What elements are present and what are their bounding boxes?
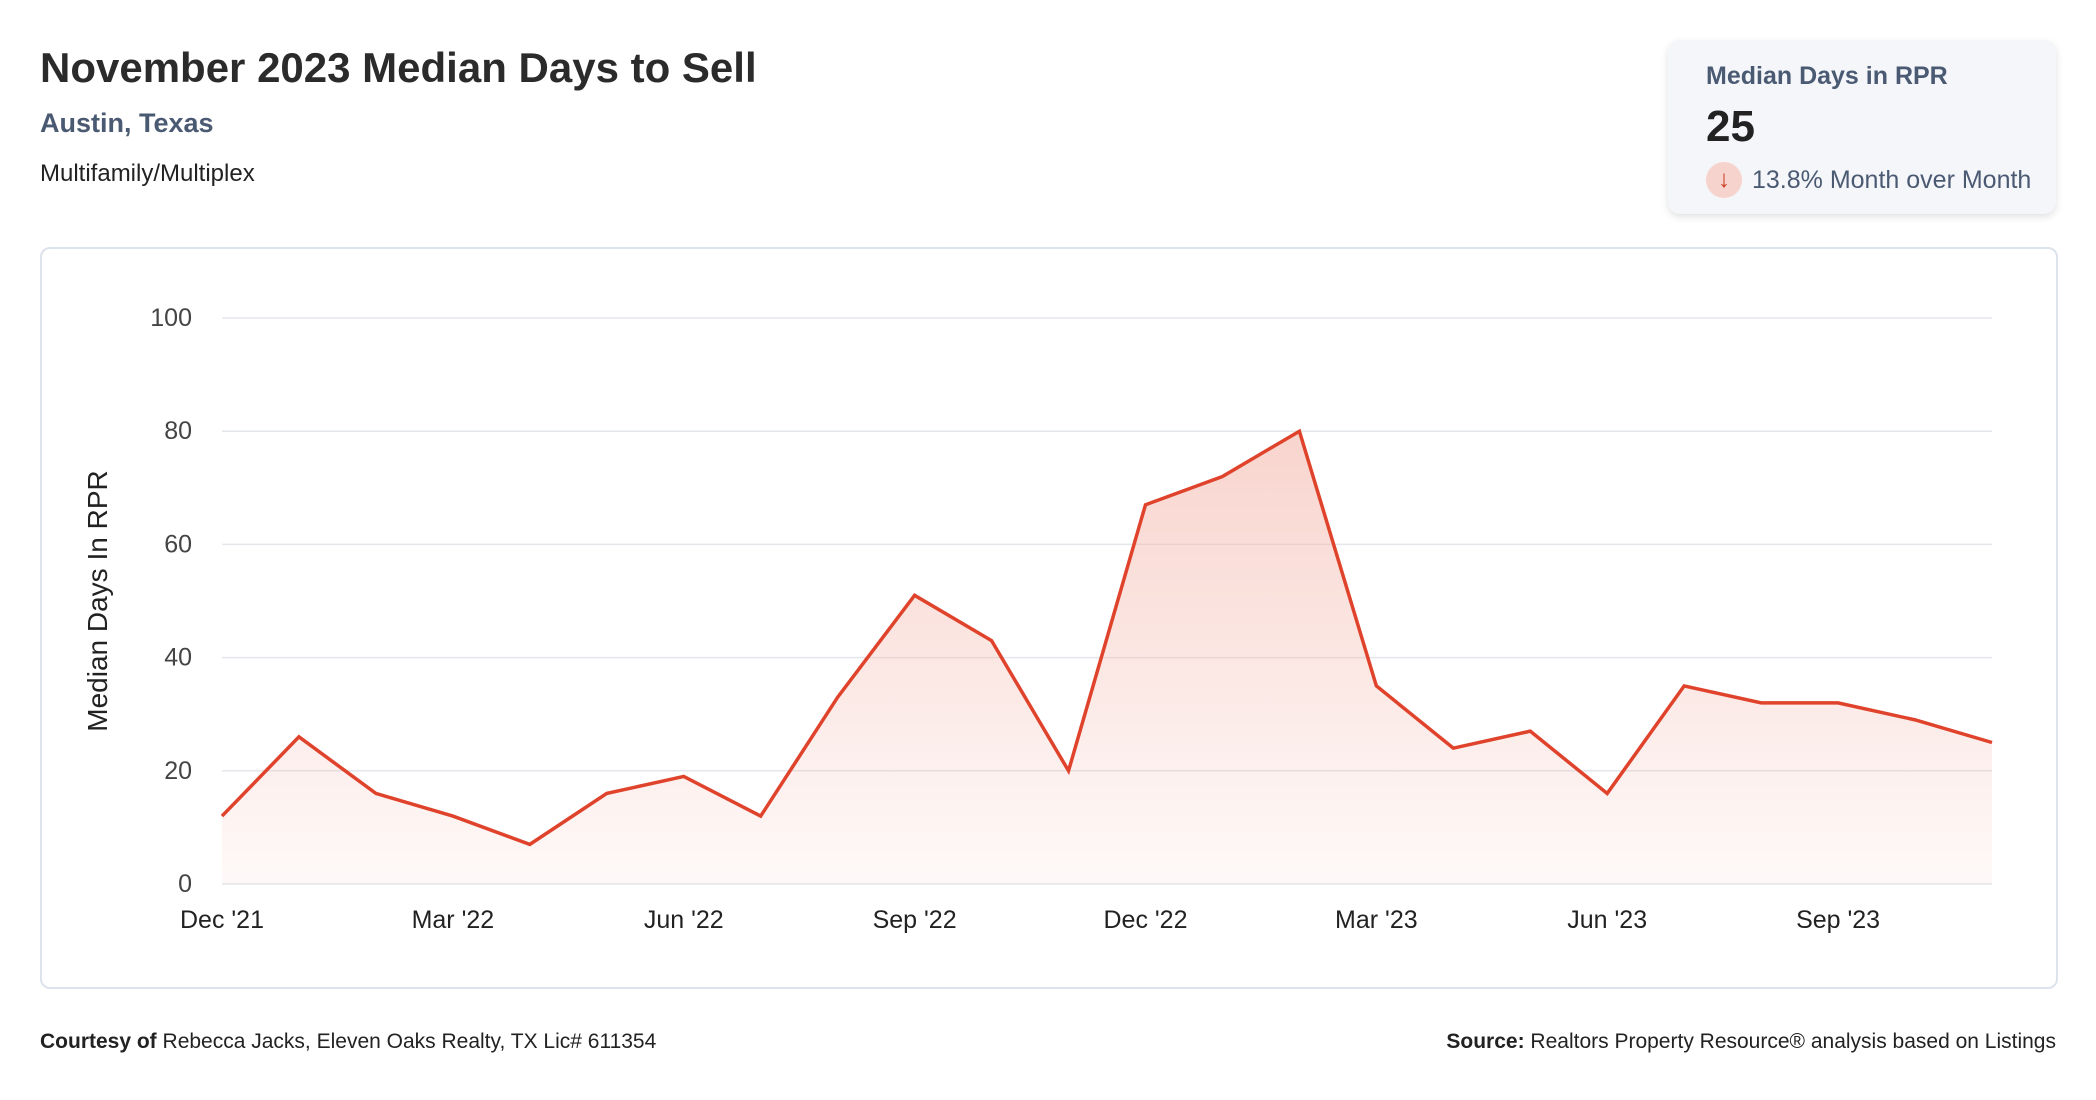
card-value: 25 [1706, 102, 1755, 151]
y-tick-label: 80 [164, 417, 192, 445]
property-type: Multifamily/Multiplex [40, 160, 255, 187]
card-label: Median Days in RPR [1706, 62, 1948, 90]
source-text: Realtors Property Resource® analysis bas… [1530, 1030, 2056, 1053]
x-tick-label: Jun '22 [644, 906, 724, 934]
x-tick-label: Mar '22 [412, 906, 495, 934]
series-line [220, 428, 1993, 847]
y-tick-label: 20 [164, 757, 192, 785]
source-label: Source: [1446, 1030, 1525, 1053]
x-tick-label: Jun '23 [1567, 906, 1647, 934]
chart-container [40, 247, 2058, 989]
y-tick-label: 40 [164, 644, 192, 672]
page-title: November 2023 Median Days to Sell [40, 44, 757, 91]
y-axis-label: Median Days In RPR [82, 470, 113, 731]
y-tick-label: 100 [150, 304, 192, 332]
arrow-down-icon: ↓ [1706, 162, 1742, 198]
change-text: 13.8% Month over Month [1752, 165, 2032, 194]
location: Austin, Texas [40, 108, 214, 138]
source: Source: Realtors Property Resource® anal… [1446, 1030, 2056, 1054]
area-fill [222, 431, 1992, 884]
courtesy-text: Rebecca Jacks, Eleven Oaks Realty, TX Li… [162, 1030, 657, 1053]
x-tick-label: Sep '23 [1796, 906, 1880, 934]
x-tick-label: Dec '21 [180, 906, 264, 934]
x-tick-label: Dec '22 [1103, 906, 1187, 934]
courtesy: Courtesy of Rebecca Jacks, Eleven Oaks R… [40, 1030, 656, 1054]
y-tick-label: 60 [164, 530, 192, 558]
card-change: ↓ 13.8% Month over Month [1706, 162, 2031, 198]
median-days-card: Median Days in RPR 25 ↓ 13.8% Month over… [1668, 40, 2056, 214]
y-tick-label: 0 [178, 870, 192, 898]
courtesy-label: Courtesy of [40, 1030, 157, 1053]
x-tick-label: Mar '23 [1335, 906, 1418, 934]
x-tick-label: Sep '22 [873, 906, 957, 934]
